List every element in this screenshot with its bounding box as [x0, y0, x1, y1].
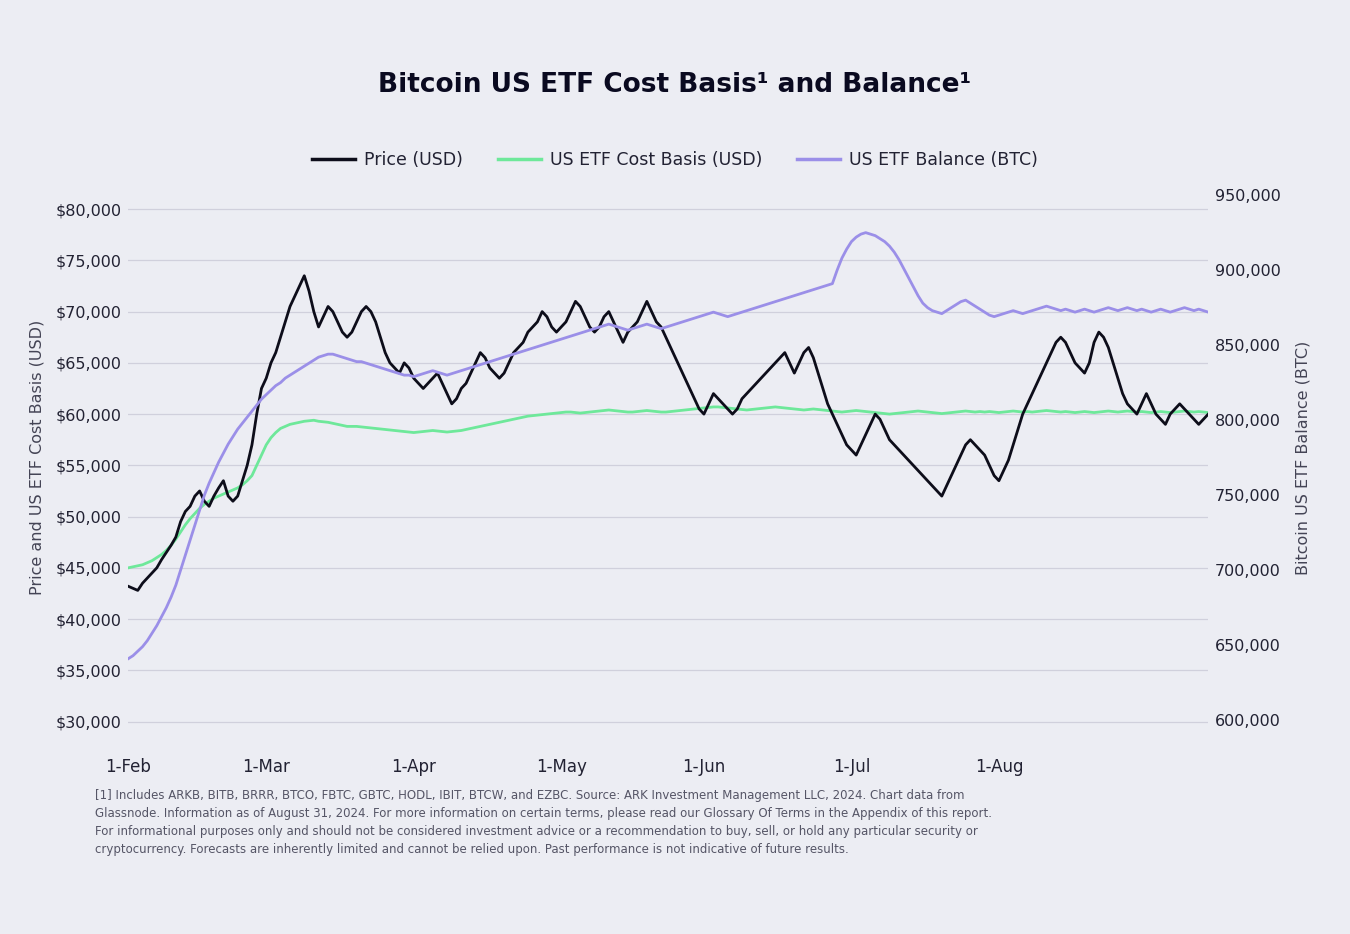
Price (USD): [1200, 408, 1216, 419]
US ETF Balance (BTC): [1200, 306, 1216, 318]
US ETF Cost Basis (USD): [705, 402, 721, 413]
US ETF Balance (BTC): [392, 368, 408, 379]
Line: Price (USD): Price (USD): [128, 276, 1208, 590]
US ETF Cost Basis (USD): [396, 426, 412, 437]
US ETF Cost Basis (USD): [976, 406, 992, 417]
Price (USD): [296, 270, 312, 281]
Price (USD): [934, 490, 950, 502]
US ETF Cost Basis (USD): [825, 405, 841, 417]
Price (USD): [401, 362, 417, 374]
US ETF Cost Basis (USD): [1200, 407, 1216, 418]
Legend: Price (USD), US ETF Cost Basis (USD), US ETF Balance (BTC): Price (USD), US ETF Cost Basis (USD), US…: [305, 144, 1045, 176]
US ETF Balance (BTC): [1048, 304, 1064, 315]
US ETF Balance (BTC): [976, 306, 992, 318]
US ETF Cost Basis (USD): [120, 562, 136, 573]
US ETF Cost Basis (USD): [392, 425, 408, 436]
Price (USD): [120, 581, 136, 592]
Text: Bitcoin US ETF Cost Basis¹ and Balance¹: Bitcoin US ETF Cost Basis¹ and Balance¹: [378, 72, 972, 98]
US ETF Cost Basis (USD): [1048, 406, 1064, 417]
Text: [1] Includes ARKB, BITB, BRRR, BTCO, FBTC, GBTC, HODL, IBIT, BTCW, and EZBC. Sou: [1] Includes ARKB, BITB, BRRR, BTCO, FBT…: [95, 789, 991, 856]
US ETF Balance (BTC): [396, 370, 412, 381]
Price (USD): [981, 460, 998, 471]
US ETF Balance (BTC): [857, 227, 873, 238]
Line: US ETF Balance (BTC): US ETF Balance (BTC): [128, 233, 1208, 658]
US ETF Balance (BTC): [929, 306, 945, 318]
US ETF Cost Basis (USD): [929, 407, 945, 418]
Y-axis label: Bitcoin US ETF Balance (BTC): Bitcoin US ETF Balance (BTC): [1295, 341, 1309, 574]
Price (USD): [405, 373, 421, 384]
US ETF Balance (BTC): [120, 653, 136, 664]
Line: US ETF Cost Basis (USD): US ETF Cost Basis (USD): [128, 407, 1208, 568]
Price (USD): [829, 418, 845, 430]
Y-axis label: Price and US ETF Cost Basis (USD): Price and US ETF Cost Basis (USD): [30, 320, 45, 595]
US ETF Balance (BTC): [819, 279, 836, 290]
Price (USD): [130, 585, 146, 596]
Price (USD): [1053, 332, 1069, 343]
